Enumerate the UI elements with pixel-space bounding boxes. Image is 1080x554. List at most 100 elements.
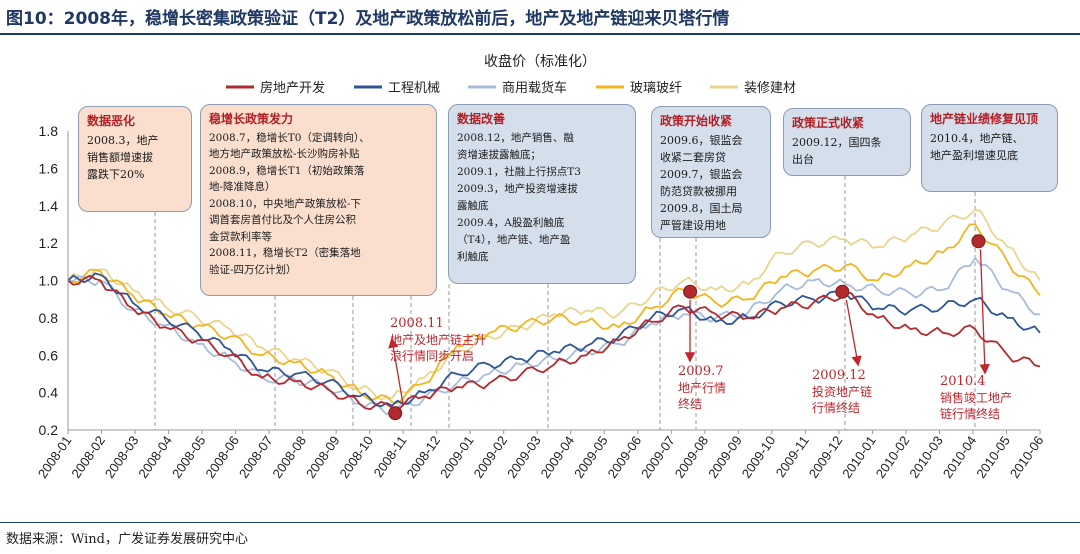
x-tick-label: 2009-08 [672, 433, 712, 481]
annotation-line: 2009.1，社融上行拐点T3 [457, 166, 581, 178]
chart-title: 收盘价（标准化） [484, 53, 596, 70]
annotation-title: 稳增长政策发力 [209, 112, 294, 126]
red-label-line: 销售竣工地产 [940, 391, 1013, 405]
annotation-earnings-peak: 地产链业绩修复见顶 2010.4，地产链、 地产盈利增速见底 [921, 104, 1058, 192]
x-tick-label: 2008-09 [303, 433, 343, 481]
annotation-line: 2008.12，地产销售、融 [457, 132, 574, 144]
line-chart: 0.20.40.60.81.01.21.41.61.8 2008-012008-… [35, 53, 1047, 481]
red-label-2009-7: 2009.7 地产行情 终结 [678, 364, 726, 412]
annotation-line: 利触底 [457, 251, 489, 263]
red-label-date: 2009.7 [678, 364, 724, 379]
y-tick-label: 1.0 [39, 273, 59, 289]
y-tick-label: 0.6 [39, 347, 59, 363]
title-rule [0, 33, 1080, 35]
annotation-line: 资增速拔露触底； [457, 149, 541, 161]
x-tick-label: 2008-05 [169, 433, 209, 481]
y-tick-label: 1.2 [39, 235, 59, 251]
y-tick-label: 1.8 [39, 123, 59, 139]
x-tick-label: 2010-01 [839, 433, 879, 481]
annotation-title: 数据恶化 [87, 114, 136, 128]
red-label-2010-4: 2010.4 销售竣工地产 链行情终结 [940, 374, 1012, 422]
annotation-line: 2008.7，稳增长T0（定调转向）、 [209, 131, 370, 144]
annotation-line: 2009.8，国土局 [660, 202, 743, 215]
series-line-3 [67, 257, 1041, 416]
annotation-arrow [388, 337, 404, 406]
red-label-line: 终结 [678, 397, 703, 411]
x-tick-label: 2009-03 [504, 433, 544, 481]
annotation-line: （T4），地产链、地产盈 [457, 234, 571, 246]
x-tick-label: 2009-02 [471, 433, 511, 481]
annotation-line: 销售额增速拔 [87, 151, 153, 164]
x-tick-label: 2008-04 [135, 433, 175, 481]
annotation-line: 2010.4，地产链、 [930, 132, 1024, 145]
annotation-title: 政策开始收紧 [660, 114, 733, 128]
annotation-policy-tightening-formal: 政策正式收紧 2009.12，国四条 出台 [783, 108, 911, 176]
x-tick-label: 2009-12 [806, 433, 846, 481]
annotation-line: 验证-四万亿计划） [209, 263, 297, 276]
x-tick-label: 2008-08 [269, 433, 309, 481]
annotation-arrow [845, 299, 862, 367]
footer-rule [0, 522, 1080, 523]
annotation-line: 严管建设用地 [660, 219, 726, 232]
legend-label: 玻璃玻纤 [630, 81, 682, 96]
annotation-line: 2009.12，国四条 [792, 136, 882, 149]
annotation-title: 政策正式收紧 [792, 116, 865, 130]
annotation-line: 2008.11，稳增长T2（密集落地 [209, 247, 361, 259]
red-label-line: 地产及地产链主升 [390, 333, 487, 347]
red-label-line: 链行情终结 [940, 407, 1001, 421]
x-tick-label: 2009-09 [705, 433, 745, 481]
series-line-5 [67, 208, 1041, 401]
series-line-4 [67, 223, 1041, 405]
annotation-arrow [979, 249, 990, 375]
event-marker [388, 406, 403, 421]
x-tick-label: 2009-04 [538, 433, 578, 481]
annotation-line: 2008.3，地产 [87, 134, 159, 147]
y-tick-label: 1.6 [39, 160, 59, 176]
y-tick-label: 1.4 [39, 198, 59, 214]
x-tick-label: 2010-03 [906, 433, 946, 481]
x-tick-label: 2010-06 [1007, 433, 1047, 481]
red-label-line: 地产行情 [678, 381, 727, 395]
event-marker [971, 234, 986, 249]
annotation-line: 地-降准降息） [209, 181, 276, 193]
annotation-line: 收紧二套房贷 [660, 151, 726, 164]
annotation-line: 2008.10，中央地产政策放松-下 [209, 197, 361, 210]
legend-label: 商用载货车 [502, 80, 567, 96]
annotation-line: 2009.3，地产投资增速拔 [457, 183, 578, 195]
red-label-2009-12: 2009.12 投资地产链 行情终结 [812, 368, 872, 416]
x-tick-label: 2008-10 [336, 433, 376, 481]
annotation-line: 防范贷款被挪用 [660, 185, 737, 198]
annotation-line: 金贷款利率等 [209, 230, 272, 243]
x-tick-label: 2009-10 [739, 433, 779, 481]
x-tick-label: 2008-03 [102, 433, 142, 481]
x-tick-label: 2008-12 [403, 433, 443, 481]
x-tick-label: 2008-07 [236, 433, 276, 481]
red-label-date: 2008.11 [390, 316, 444, 331]
annotation-stimulus: 稳增长政策发力 2008.7，稳增长T0（定调转向）、 地方地产政策放松-长沙购… [200, 104, 437, 296]
annotation-line: 露跌下20% [87, 168, 145, 181]
x-tick-label: 2009-07 [638, 433, 678, 481]
x-tick-label: 2009-01 [437, 433, 477, 481]
y-tick-label: 0.4 [39, 385, 59, 401]
source-note: 数据来源：Wind，广发证券发展研究中心 [6, 532, 248, 547]
annotation-data-improving: 数据改善 2008.12，地产销售、融 资增速拔露触底； 2009.1，社融上行… [448, 104, 636, 284]
annotation-line: 2009.4，A股盈利触底 [457, 217, 565, 229]
event-marker [835, 284, 850, 299]
x-tick-label: 2010-04 [940, 433, 980, 481]
annotation-data-worsening: 数据恶化 2008.3，地产 销售额增速拔 露跌下20% [78, 106, 192, 212]
x-tick-label: 2009-06 [605, 433, 645, 481]
y-tick-label: 0.2 [39, 422, 59, 438]
annotation-title: 地产链业绩修复见顶 [930, 112, 1039, 126]
x-tick-label: 2008-06 [202, 433, 242, 481]
event-marker [683, 284, 698, 299]
red-label-date: 2009.12 [812, 368, 866, 383]
annotation-policy-tightening-start: 政策开始收紧 2009.6，银监会 收紧二套房贷 2009.7，银监会 防范贷款… [651, 106, 771, 238]
x-tick-label: 2010-05 [973, 433, 1013, 481]
legend-label: 装修建材 [744, 81, 796, 96]
x-tick-label: 2010-02 [873, 433, 913, 481]
red-label-2008-11: 2008.11 地产及地产链主升 浪行情同步开启 [390, 316, 486, 364]
red-label-line: 投资地产链 [812, 385, 873, 399]
annotation-line: 地产盈利增速见底 [930, 149, 1018, 162]
annotation-line: 露触底 [457, 200, 489, 212]
series-line-1 [67, 274, 1041, 412]
